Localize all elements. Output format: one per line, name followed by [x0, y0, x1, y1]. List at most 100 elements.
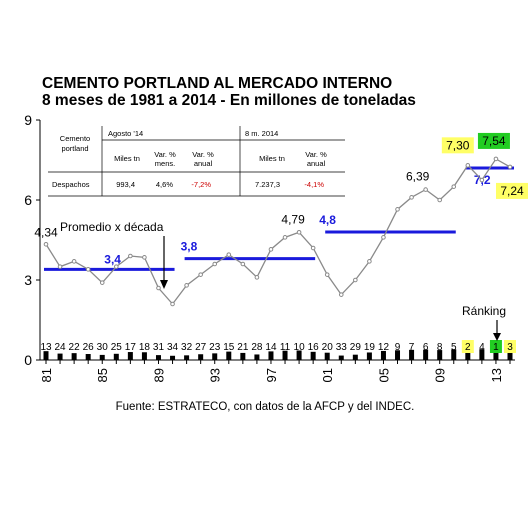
series-point	[170, 301, 175, 307]
ranking-bar	[85, 354, 91, 360]
decade-average-label: 3,8	[181, 240, 198, 254]
series-point	[184, 283, 189, 288]
ranking-bar	[254, 354, 260, 360]
ranking-label: 28	[251, 342, 263, 353]
series-points	[43, 156, 513, 307]
ranking-label: 9	[395, 342, 401, 353]
series-point	[240, 261, 246, 267]
ranking-label: 24	[54, 342, 66, 353]
point-label: 7,30	[446, 138, 470, 152]
series-point	[57, 264, 63, 269]
series-point	[128, 253, 133, 259]
ranking-label: 7	[409, 342, 415, 353]
x-tick-label: 81	[39, 368, 54, 382]
point-label-highlight	[477, 132, 510, 149]
series-point	[423, 187, 428, 192]
table-cell: -4,1%	[304, 180, 324, 189]
y-tick-label: 0	[24, 352, 32, 368]
table-col-header: Miles tn	[114, 154, 140, 163]
series-point	[381, 235, 386, 240]
chart-title: CEMENTO PORTLAND AL MERCADO INTERNO	[42, 75, 392, 92]
ranking-bar	[43, 351, 49, 360]
ranking-bar	[184, 355, 190, 360]
series-point	[156, 285, 161, 291]
point-label: 7,24	[500, 184, 524, 198]
ranking-label: 3	[507, 342, 513, 353]
ranking-bar	[324, 352, 330, 360]
ranking-bar	[507, 348, 513, 360]
ranking-label: 14	[265, 342, 277, 353]
ranking-label: 27	[195, 342, 207, 353]
ranking-bar	[465, 348, 471, 360]
series-point	[310, 245, 316, 251]
ranking-bar	[310, 351, 316, 360]
ranking-bar	[451, 349, 457, 360]
series-point	[268, 247, 274, 252]
x-tick-label: 01	[320, 368, 335, 382]
ranking-label: 19	[364, 342, 376, 353]
series-point	[198, 272, 203, 277]
x-tick-label: 85	[95, 368, 110, 382]
series-point	[212, 261, 218, 267]
point-labels: 4,34 4,79 6,39 7,30 7,54 7,24	[34, 132, 528, 239]
series-point	[493, 156, 499, 162]
ranking-highlight	[504, 340, 516, 353]
ranking-bar	[296, 350, 302, 360]
ranking-bar	[493, 348, 499, 360]
table-col-header: Var. %	[154, 150, 176, 159]
x-tick-label: 09	[433, 368, 448, 382]
ranking-bar	[141, 352, 147, 360]
series-point	[71, 259, 77, 264]
ranking-label: 8	[437, 342, 443, 353]
ranking-bar	[395, 350, 401, 360]
ranking-label: 18	[139, 342, 151, 353]
ranking-bar	[226, 351, 232, 360]
table-col-header: Miles tn	[259, 154, 285, 163]
x-tick-label: 05	[376, 368, 391, 382]
chart-subtitle: 8 meses de 1981 a 2014 - En millones de …	[42, 92, 416, 109]
table-col-header: Var. %	[192, 150, 214, 159]
ranking-bar	[268, 351, 274, 360]
ranking-label: 29	[350, 342, 362, 353]
ranking-highlight	[461, 340, 474, 353]
series-point	[437, 197, 442, 203]
ranking-bar	[352, 354, 358, 360]
point-label: 6,39	[406, 170, 430, 184]
y-tick-label: 3	[24, 272, 32, 288]
ranking-label: 25	[111, 342, 123, 353]
ranking-bar	[57, 353, 63, 360]
x-tick-label: 89	[151, 368, 166, 382]
y-tick-label: 9	[24, 112, 32, 128]
series-point	[43, 241, 49, 247]
y-ticks: 0 3 6 9	[24, 112, 40, 368]
decade-average-label: 4,8	[319, 213, 336, 227]
ranking-bar	[99, 354, 105, 360]
series-point	[254, 275, 260, 280]
annotation-arrowhead	[160, 280, 168, 289]
x-tick-label: 97	[264, 368, 279, 382]
series-line	[45, 158, 511, 306]
table-cell: 7.237,3	[255, 180, 280, 189]
ranking-label: 1	[493, 342, 499, 353]
series-point	[507, 164, 513, 170]
ranking-label: 26	[83, 342, 95, 353]
ranking-bar	[282, 350, 288, 360]
x-ticks: 81 85 89 93 97 01 05 09 13	[39, 360, 511, 382]
point-label: 4,79	[281, 212, 305, 226]
ranking-label: 31	[153, 342, 165, 353]
ranking-bar	[437, 350, 443, 360]
decade-average-label: 3,4	[104, 252, 121, 266]
ranking-bar	[155, 355, 161, 360]
table-cell: 4,6%	[156, 180, 173, 189]
series-point	[367, 259, 372, 264]
x-tick-label: 93	[208, 368, 223, 382]
table-cell: 993,4	[116, 180, 135, 189]
ranking-bar	[423, 349, 429, 360]
ranking-bar	[170, 355, 176, 360]
table-group1: Agosto '14	[108, 129, 143, 138]
ranking-label: 5	[451, 342, 457, 353]
series-point	[409, 195, 414, 200]
point-label-highlight	[496, 182, 528, 199]
ranking-label: 33	[336, 342, 348, 353]
